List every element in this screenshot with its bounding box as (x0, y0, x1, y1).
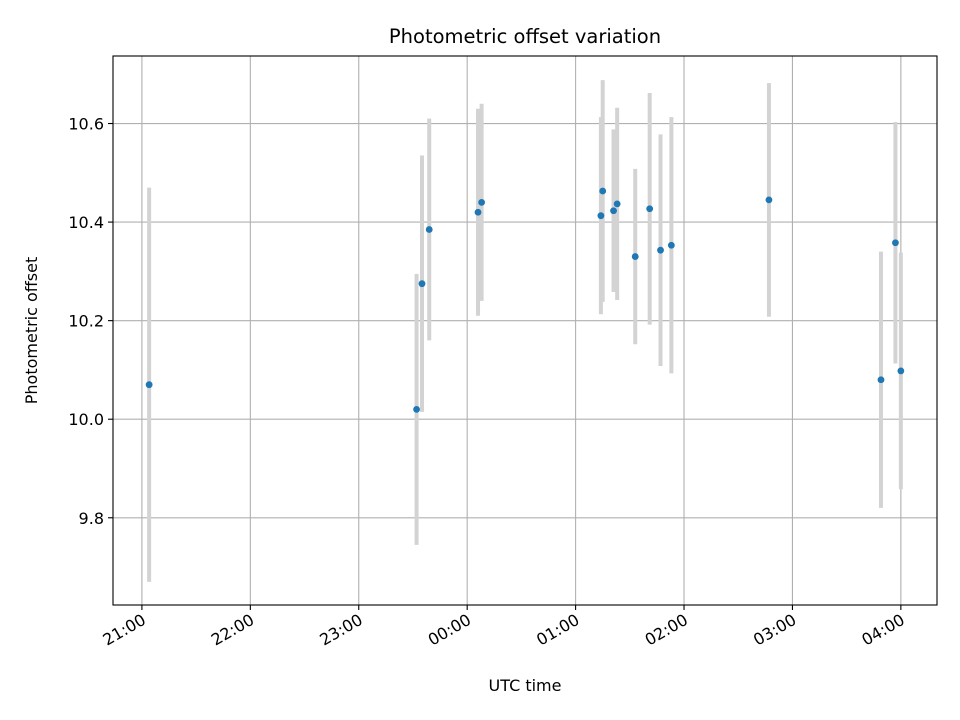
x-tick-label: 01:00 (533, 610, 582, 650)
plot-frame (112, 55, 938, 606)
error-bars (147, 80, 903, 582)
data-point (897, 367, 905, 375)
data-point (892, 239, 899, 247)
chart-title: Photometric offset variation (389, 25, 661, 48)
data-point (765, 196, 773, 204)
grid-lines (113, 56, 937, 605)
x-tick-label: 21:00 (99, 610, 148, 650)
y-tick-label: 10.0 (68, 410, 104, 429)
x-tick-label: 04:00 (858, 610, 907, 650)
y-tick-label: 10.4 (68, 213, 104, 232)
y-axis-label: Photometric offset (22, 257, 41, 405)
data-point (478, 198, 486, 206)
y-tick-label: 10.6 (68, 115, 104, 134)
data-point (610, 207, 617, 215)
data-point (646, 205, 654, 213)
data-point (657, 246, 664, 254)
data-point (877, 376, 885, 384)
data-point (599, 187, 607, 195)
data-point (145, 381, 153, 389)
data-point (631, 253, 639, 260)
x-tick-label: 00:00 (425, 610, 474, 650)
x-tick-label: 23:00 (316, 610, 365, 650)
x-axis-label: UTC time (489, 676, 562, 695)
data-points (145, 187, 905, 413)
data-point (425, 226, 433, 233)
x-tick-label: 02:00 (642, 610, 691, 650)
data-point (474, 208, 482, 216)
data-point (413, 405, 420, 413)
y-tick-label: 10.2 (68, 312, 104, 331)
x-tick-label: 22:00 (208, 610, 257, 650)
x-tick-label: 03:00 (750, 610, 799, 650)
data-point (613, 200, 621, 208)
data-point (597, 212, 605, 220)
y-tick-label: 9.8 (79, 509, 104, 528)
data-point (418, 280, 426, 288)
data-point (667, 241, 675, 249)
axis-ticks: 21:00 22:00 23:00 00:00 01:00 02:00 03:00 04:00… (68, 115, 907, 650)
